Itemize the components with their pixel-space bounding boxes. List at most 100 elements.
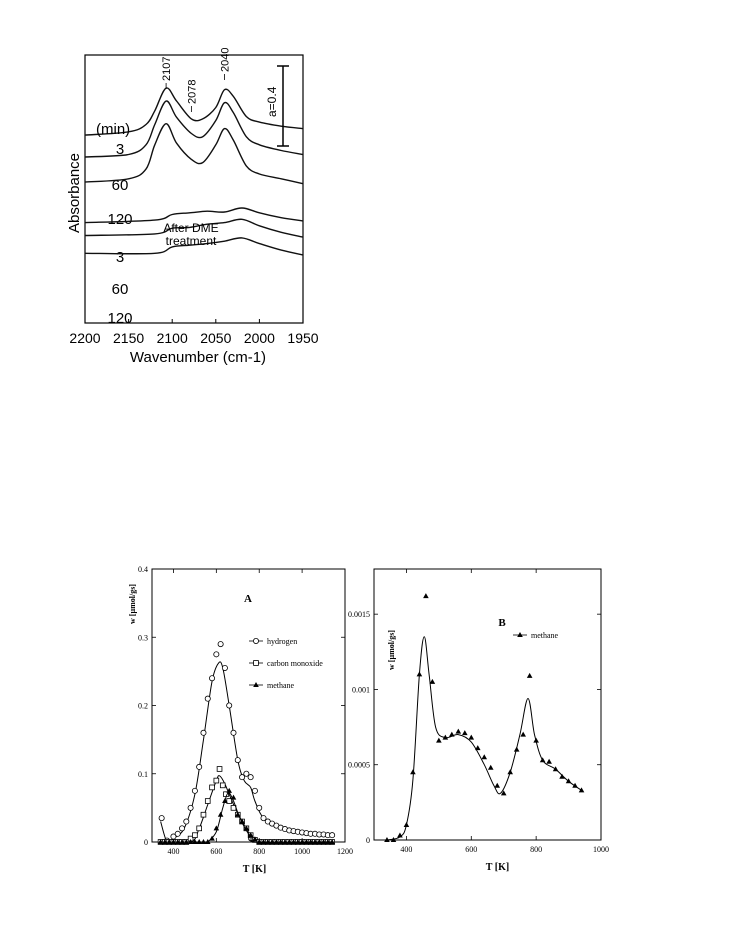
data-point-triangle [222, 798, 228, 804]
y-axis-label: w [µmol/gs] [128, 584, 137, 624]
chart-title: B [498, 617, 506, 629]
x-tick-label: 2050 [200, 330, 231, 346]
peak-label: 2107 [161, 57, 173, 81]
fit-curve [207, 792, 333, 844]
data-point-circle [196, 763, 203, 770]
data-point-triangle [384, 837, 390, 842]
x-tick-label: 2000 [244, 330, 275, 346]
data-point-circle [234, 757, 241, 764]
series-label: 120 [107, 211, 132, 228]
data-point-circle [239, 774, 246, 781]
data-point-circle [247, 774, 254, 781]
x-tick-label: 400 [400, 845, 412, 854]
series-label: 3 [116, 249, 124, 266]
data-point-circle [183, 818, 190, 825]
y-tick-label: 0.001 [352, 685, 370, 694]
data-point-triangle [500, 790, 507, 796]
data-point-triangle [436, 737, 442, 743]
data-point-triangle [174, 839, 181, 844]
data-point-square [204, 798, 211, 804]
data-point-triangle [247, 832, 254, 838]
spectrum-line [84, 123, 304, 185]
legend-label: carbon monoxide [267, 659, 323, 668]
data-point-triangle [179, 839, 185, 844]
data-point-triangle [252, 836, 258, 842]
data-point-square [209, 784, 215, 791]
data-point-square [219, 782, 226, 789]
x-tick-label: 2200 [69, 330, 100, 346]
data-point-triangle [533, 737, 539, 743]
data-point-triangle [329, 839, 335, 844]
legend-label: hydrogen [267, 637, 297, 646]
data-point-triangle [299, 839, 305, 844]
group-label: treatment [166, 234, 217, 248]
x-tick-label: 1950 [287, 330, 318, 346]
data-point-triangle [390, 837, 397, 842]
data-point-triangle [260, 839, 267, 844]
data-point-circle [191, 787, 198, 794]
data-point-circle [256, 804, 263, 811]
tpr-chart-b: 400 600 800 1000 0 0.0005 0.001 0.0015 T [K] w [µ… [348, 568, 609, 873]
data-point-triangle [253, 682, 259, 687]
scale-bar-label: a=0.4 [265, 86, 279, 117]
data-point-triangle [277, 839, 284, 844]
data-point-triangle [157, 839, 164, 844]
x-tick-label: 2100 [157, 330, 188, 346]
fit-curve [386, 636, 582, 841]
x-axis-label: Wavenumber (cm-1) [130, 349, 266, 366]
x-tick-label: 800 [253, 847, 265, 856]
data-point-triangle [416, 671, 423, 677]
data-point-triangle [166, 839, 172, 844]
data-point-circle [260, 815, 267, 822]
y-tick-label: 0.2 [138, 702, 148, 711]
data-point-triangle [217, 811, 224, 817]
y-tick-label: 0.0005 [348, 761, 370, 770]
data-point-triangle [423, 593, 429, 599]
data-point-triangle [507, 769, 513, 775]
data-point-circle [204, 695, 211, 702]
data-point-circle [200, 729, 207, 736]
data-point-triangle [183, 839, 190, 844]
y-tick-label: 0.1 [138, 770, 148, 779]
data-point-triangle [226, 787, 232, 793]
data-point-square [213, 777, 220, 784]
y-tick-label: 0 [144, 838, 148, 847]
data-point-circle [243, 770, 250, 777]
data-point-triangle [481, 754, 488, 760]
data-point-circle [329, 832, 336, 839]
y-axis-label: w [µmol/gs] [387, 630, 396, 670]
data-point-triangle [187, 839, 194, 844]
x-tick-label: 1000 [294, 847, 310, 856]
data-point-triangle [449, 731, 455, 737]
data-point-triangle [200, 839, 207, 844]
data-point-circle [174, 830, 181, 837]
y-tick-label: 0 [366, 836, 370, 845]
x-tick-label: 1200 [337, 847, 353, 856]
data-point-circle [252, 638, 259, 645]
y-axis-label: Absorbance [66, 153, 83, 233]
group-label: After DME [163, 221, 218, 235]
data-point-triangle [325, 839, 331, 844]
spectrum-line [84, 218, 304, 238]
data-point-triangle [539, 757, 546, 763]
data-point-triangle [269, 839, 275, 844]
x-axis-label: T [K] [486, 862, 509, 873]
data-point-triangle [192, 839, 198, 844]
data-point-triangle [517, 632, 523, 637]
data-point-triangle [312, 839, 318, 844]
data-point-triangle [410, 769, 416, 775]
data-point-circle [209, 675, 216, 682]
series-label: 60 [112, 281, 129, 298]
data-point-triangle [487, 764, 494, 770]
data-point-triangle [468, 734, 475, 740]
data-point-triangle [513, 746, 520, 752]
fit-curve [160, 661, 333, 844]
series-label: 60 [112, 177, 129, 194]
data-point-triangle [403, 821, 410, 827]
data-point-triangle [273, 839, 280, 844]
data-point-triangle [429, 678, 436, 684]
peak-label: 2078 [186, 80, 198, 104]
data-point-square [196, 825, 202, 832]
data-point-triangle [256, 839, 263, 844]
